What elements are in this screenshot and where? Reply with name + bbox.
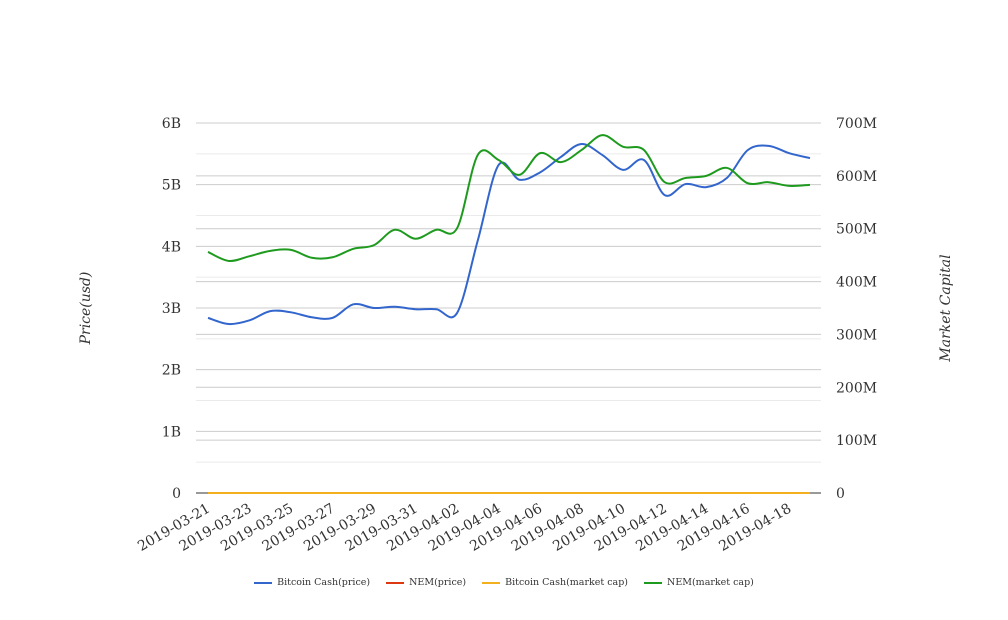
- legend-item[interactable]: NEM(market cap): [644, 577, 754, 588]
- legend-swatch: [644, 581, 662, 584]
- y-tick-right: 0: [836, 486, 845, 502]
- y-tick-left: 1B: [162, 424, 181, 440]
- y-tick-left: 3B: [162, 301, 181, 317]
- legend-label: Bitcoin Cash(market cap): [505, 577, 628, 588]
- legend: Bitcoin Cash(price) NEM(price) Bitcoin Cas…: [0, 577, 1008, 588]
- legend-item[interactable]: NEM(price): [386, 577, 466, 588]
- y-tick-right: 700M: [836, 116, 877, 132]
- y-axis-right-title: Market Capital: [938, 254, 954, 362]
- y-tick-left: 2B: [162, 363, 181, 379]
- y-tick-right: 400M: [836, 275, 877, 291]
- legend-item[interactable]: Bitcoin Cash(price): [254, 577, 370, 588]
- y-tick-left: 6B: [162, 116, 181, 132]
- series-line-3: [207, 134, 811, 263]
- y-tick-right: 100M: [836, 433, 877, 449]
- legend-swatch: [482, 581, 501, 584]
- y-tick-right: 200M: [836, 380, 877, 396]
- legend-swatch: [254, 581, 273, 584]
- y-tick-left: 5B: [162, 178, 181, 194]
- y-axis-left-title: Price(usd): [78, 272, 94, 346]
- legend-swatch: [386, 581, 405, 584]
- y-tick-left: 4B: [162, 239, 181, 255]
- legend-label: Bitcoin Cash(price): [277, 577, 371, 588]
- legend-label: NEM(price): [409, 577, 467, 588]
- y-tick-right: 300M: [836, 327, 877, 343]
- y-tick-right: 500M: [836, 222, 877, 238]
- y-tick-right: 600M: [836, 169, 877, 185]
- legend-label: NEM(market cap): [667, 577, 754, 588]
- legend-item[interactable]: Bitcoin Cash(market cap): [482, 577, 628, 588]
- series-line-0: [207, 142, 811, 326]
- y-tick-left: 0: [172, 486, 181, 502]
